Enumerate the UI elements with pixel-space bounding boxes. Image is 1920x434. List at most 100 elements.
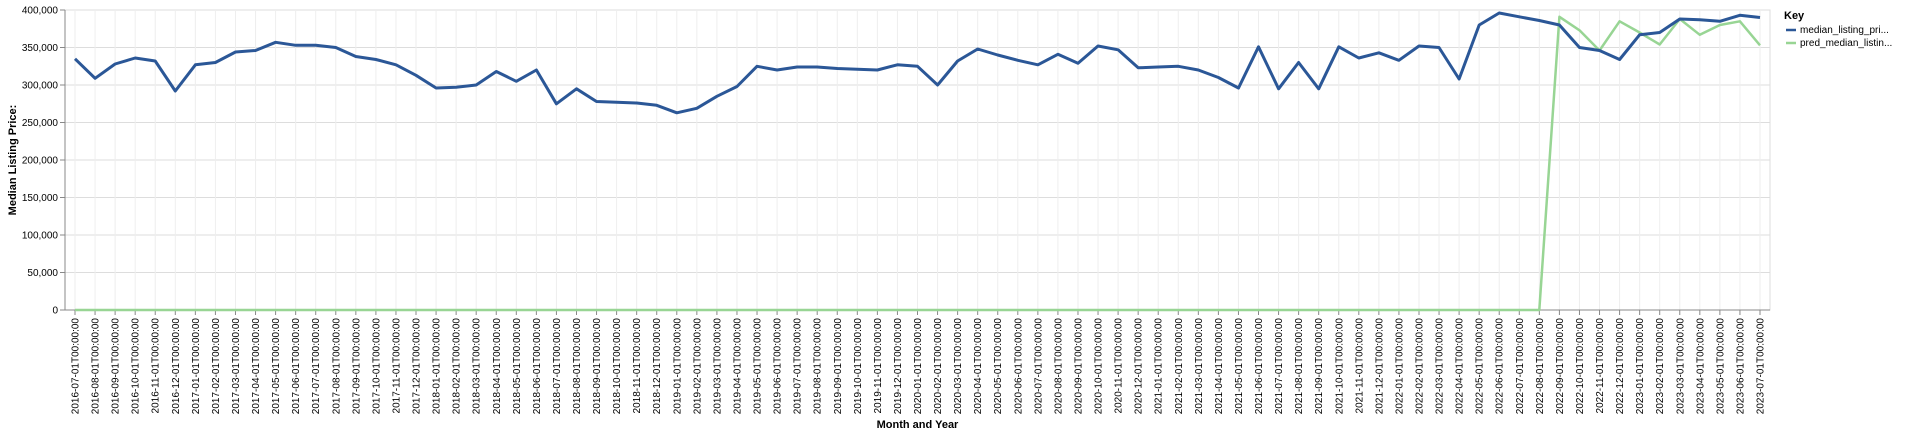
x-tick-label: 2018-11-01T00:00:00: [632, 318, 643, 414]
x-tick-label: 2021-06-01T00:00:00: [1254, 318, 1265, 415]
x-tick-label: 2022-04-01T00:00:00: [1455, 318, 1466, 415]
legend: Key median_listing_pri... pred_median_lis…: [1784, 10, 1892, 49]
x-tick-label: 2022-02-01T00:00:00: [1414, 318, 1425, 415]
y-tick-label: 400,000: [22, 6, 59, 17]
x-tick-label: 2019-06-01T00:00:00: [773, 318, 784, 415]
x-tick-label: 2019-09-01T00:00:00: [833, 318, 844, 415]
x-tick-label: 2016-10-01T00:00:00: [131, 318, 142, 415]
series-lines: [73, 11, 1761, 312]
x-tick-label: 2021-08-01T00:00:00: [1294, 318, 1305, 415]
x-tick-label: 2020-09-01T00:00:00: [1073, 318, 1084, 415]
x-tick-label: 2018-09-01T00:00:00: [592, 318, 603, 415]
x-axis: 2016-07-01T00:00:00 2016-08-01T00:00:00 20…: [65, 309, 1770, 415]
x-tick-label: 2021-11-01T00:00:00: [1354, 318, 1365, 414]
x-tick-label: 2021-09-01T00:00:00: [1314, 318, 1325, 415]
y-tick-label: 50,000: [27, 268, 58, 279]
x-tick-label: 2022-08-01T00:00:00: [1535, 318, 1546, 415]
x-tick-label: 2018-05-01T00:00:00: [512, 318, 523, 415]
x-tick-label: 2023-06-01T00:00:00: [1735, 318, 1746, 415]
x-tick-label: 2016-07-01T00:00:00: [71, 318, 82, 415]
legend-label-0: median_listing_pri...: [1800, 25, 1889, 36]
x-tick-label: 2020-10-01T00:00:00: [1094, 318, 1105, 415]
x-tick-label: 2021-01-01T00:00:00: [1154, 318, 1165, 415]
x-tick-label: 2019-03-01T00:00:00: [712, 318, 723, 415]
x-tick-label: 2022-07-01T00:00:00: [1515, 318, 1526, 415]
y-tick-label: 0: [52, 306, 58, 317]
x-tick-label: 2019-10-01T00:00:00: [853, 318, 864, 415]
x-tick-label: 2020-07-01T00:00:00: [1033, 318, 1044, 415]
x-tick-label: 2021-03-01T00:00:00: [1194, 318, 1205, 415]
y-tick-label: 100,000: [22, 231, 59, 242]
grid-lines: [64, 9, 1771, 311]
x-tick-label: 2018-01-01T00:00:00: [432, 318, 443, 415]
x-tick-label: 2022-03-01T00:00:00: [1435, 318, 1446, 415]
x-tick-label: 2020-02-01T00:00:00: [933, 318, 944, 415]
x-tick-label: 2016-08-01T00:00:00: [91, 318, 102, 415]
x-tick-label: 2022-01-01T00:00:00: [1394, 318, 1405, 415]
x-tick-label: 2023-07-01T00:00:00: [1756, 318, 1767, 415]
x-tick-label: 2022-06-01T00:00:00: [1495, 318, 1506, 415]
x-tick-label: 2021-12-01T00:00:00: [1374, 318, 1385, 415]
y-axis: 0 50,000 100,000 150,000 200,000 250,000 300,0…: [22, 6, 66, 317]
x-tick-label: 2017-09-01T00:00:00: [351, 318, 362, 415]
x-tick-label: 2021-10-01T00:00:00: [1334, 318, 1345, 415]
x-tick-label: 2018-10-01T00:00:00: [612, 318, 623, 415]
y-axis-title: Median Listing Price:: [7, 105, 19, 216]
y-tick-label: 350,000: [22, 43, 59, 54]
x-tick-label: 2019-08-01T00:00:00: [813, 318, 824, 415]
x-tick-label: 2017-05-01T00:00:00: [271, 318, 282, 415]
x-tick-label: 2017-06-01T00:00:00: [291, 318, 302, 415]
x-tick-label: 2019-11-01T00:00:00: [873, 318, 884, 414]
x-tick-label: 2021-04-01T00:00:00: [1214, 318, 1225, 415]
x-tick-label: 2019-04-01T00:00:00: [732, 318, 743, 415]
x-tick-label: 2017-12-01T00:00:00: [412, 318, 423, 415]
x-tick-label: 2021-02-01T00:00:00: [1174, 318, 1185, 415]
y-tick-label: 200,000: [22, 156, 59, 167]
x-tick-label: 2017-07-01T00:00:00: [311, 318, 322, 415]
x-tick-label: 2018-12-01T00:00:00: [652, 318, 663, 415]
x-tick-label: 2019-07-01T00:00:00: [793, 318, 804, 415]
x-tick-label: 2018-08-01T00:00:00: [572, 318, 583, 415]
y-tick-label: 250,000: [22, 118, 59, 129]
x-tick-label: 2023-05-01T00:00:00: [1715, 318, 1726, 415]
x-tick-label: 2022-09-01T00:00:00: [1555, 318, 1566, 415]
x-tick-label: 2016-11-01T00:00:00: [151, 318, 162, 414]
x-tick-label: 2022-11-01T00:00:00: [1595, 318, 1606, 414]
legend-title: Key: [1784, 10, 1805, 22]
x-tick-label: 2021-05-01T00:00:00: [1234, 318, 1245, 415]
x-tick-label: 2017-02-01T00:00:00: [211, 318, 222, 415]
x-tick-label: 2020-08-01T00:00:00: [1053, 318, 1064, 415]
x-tick-label: 2023-01-01T00:00:00: [1635, 318, 1646, 415]
x-tick-label: 2022-12-01T00:00:00: [1615, 318, 1626, 415]
x-tick-label: 2019-05-01T00:00:00: [753, 318, 764, 415]
x-tick-label: 2018-03-01T00:00:00: [472, 318, 483, 415]
x-tick-label: 2018-02-01T00:00:00: [452, 318, 463, 415]
x-tick-label: 2023-04-01T00:00:00: [1695, 318, 1706, 415]
x-tick-label: 2016-12-01T00:00:00: [171, 318, 182, 415]
y-tick-label: 300,000: [22, 81, 59, 92]
x-tick-label: 2019-02-01T00:00:00: [692, 318, 703, 415]
x-tick-label: 2017-10-01T00:00:00: [371, 318, 382, 415]
legend-label-1: pred_median_listin...: [1800, 38, 1892, 49]
x-tick-label: 2020-05-01T00:00:00: [993, 318, 1004, 415]
series-line-0: [73, 11, 1761, 115]
y-tick-label: 150,000: [22, 193, 59, 204]
x-tick-label: 2019-01-01T00:00:00: [672, 318, 683, 415]
x-tick-label: 2018-06-01T00:00:00: [532, 318, 543, 415]
x-tick-label: 2023-02-01T00:00:00: [1655, 318, 1666, 415]
x-axis-title: Month and Year: [877, 419, 959, 431]
x-tick-label: 2021-07-01T00:00:00: [1274, 318, 1285, 415]
x-tick-label: 2017-11-01T00:00:00: [391, 318, 402, 414]
x-tick-label: 2022-10-01T00:00:00: [1575, 318, 1586, 415]
x-tick-label: 2020-01-01T00:00:00: [913, 318, 924, 415]
x-tick-label: 2016-09-01T00:00:00: [111, 318, 122, 415]
x-tick-label: 2020-12-01T00:00:00: [1134, 318, 1145, 415]
x-tick-label: 2020-04-01T00:00:00: [973, 318, 984, 415]
x-tick-label: 2017-01-01T00:00:00: [191, 318, 202, 415]
x-tick-label: 2020-03-01T00:00:00: [953, 318, 964, 415]
x-tick-label: 2017-08-01T00:00:00: [331, 318, 342, 415]
x-tick-label: 2018-07-01T00:00:00: [552, 318, 563, 415]
x-tick-label: 2019-12-01T00:00:00: [893, 318, 904, 415]
series-line-1: [75, 15, 1761, 312]
